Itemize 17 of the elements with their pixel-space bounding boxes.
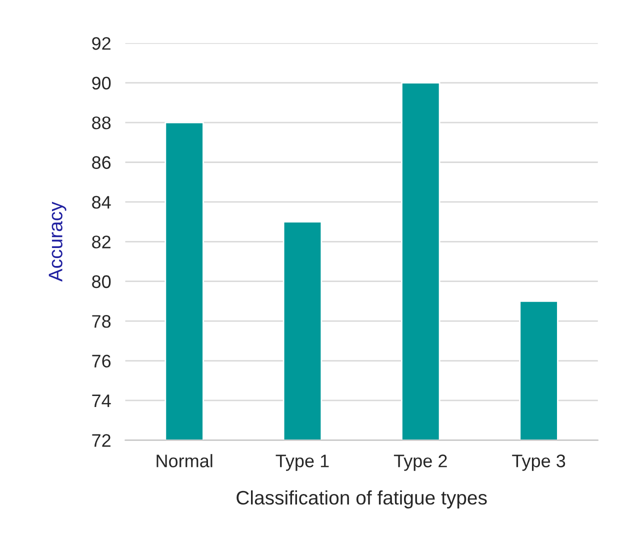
x-axis-title: Classification of fatigue types bbox=[236, 490, 487, 508]
x-tick-label: Type 3 bbox=[512, 454, 566, 471]
y-tick-label: 80 bbox=[92, 275, 111, 288]
x-tick-label: Normal bbox=[156, 454, 212, 468]
y-tick-label: 86 bbox=[92, 156, 111, 169]
y-tick-label: 78 bbox=[92, 315, 111, 328]
y-tick-label: 74 bbox=[92, 394, 111, 408]
y-tick-label: 92 bbox=[92, 37, 110, 50]
y-tick-label: 90 bbox=[92, 76, 111, 90]
x-tick-label: Type 2 bbox=[394, 454, 447, 471]
y-tick-label: 82 bbox=[92, 236, 110, 248]
x-tick-label: Type 1 bbox=[276, 454, 329, 471]
y-tick-label: 88 bbox=[92, 116, 111, 130]
y-tick-label: 76 bbox=[92, 354, 111, 368]
y-axis-title: Accuracy bbox=[48, 202, 66, 282]
y-tick-label: 84 bbox=[92, 196, 111, 209]
y-tick-label: 72 bbox=[92, 434, 110, 447]
